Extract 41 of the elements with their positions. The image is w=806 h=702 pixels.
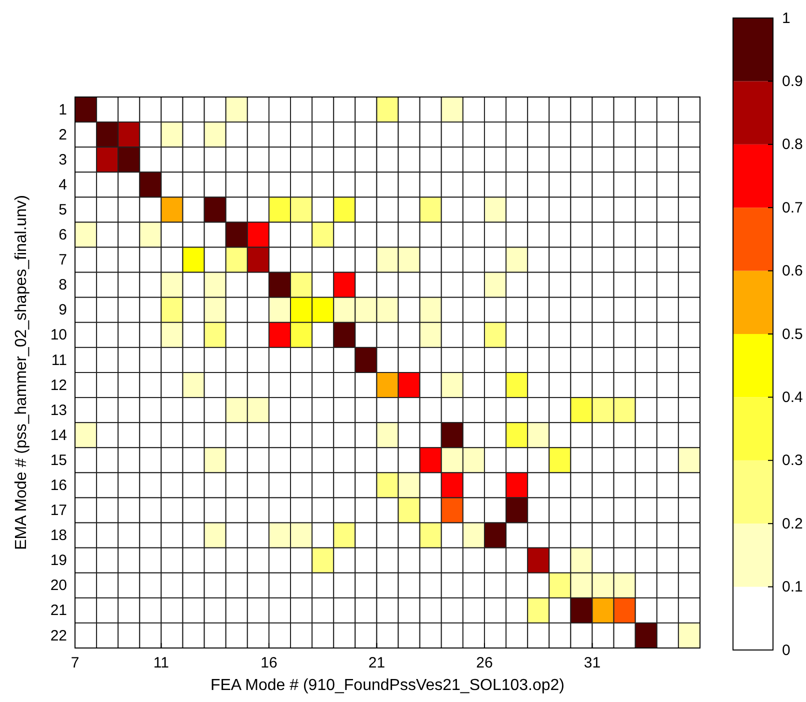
y-tick-label: 6	[58, 226, 67, 244]
y-tick-label: 21	[50, 602, 67, 620]
x-tick-label: 31	[584, 654, 601, 672]
color-bar-label: 0.3	[782, 452, 803, 470]
x-tick-label: 26	[476, 654, 493, 672]
color-bar-label: 1	[782, 10, 790, 27]
x-tick-label: 21	[368, 654, 386, 672]
y-tick-label: 8	[58, 276, 67, 294]
y-tick-label: 5	[58, 202, 67, 219]
y-tick-label: 15	[50, 452, 67, 469]
x-axis-title: FEA Mode # (910_FoundPssVes21_SOL103.op2)	[210, 677, 565, 694]
color-bar-label: 0.8	[782, 136, 803, 154]
y-tick-label: 11	[51, 352, 67, 369]
y-tick-label: 3	[58, 151, 67, 168]
y-tick-label: 9	[58, 302, 67, 319]
x-tick-label: 11	[153, 654, 169, 672]
y-tick-label: 12	[50, 376, 67, 394]
y-tick-label: 7	[58, 252, 67, 269]
color-bar-label: 0.9	[782, 73, 803, 90]
y-tick-label: 13	[50, 402, 67, 419]
y-tick-label: 20	[50, 577, 67, 594]
x-tick-label: 7	[70, 654, 80, 672]
color-bar-label: 0.4	[782, 389, 803, 406]
y-tick-label: 19	[50, 552, 67, 570]
y-tick-label: 10	[50, 326, 67, 344]
y-tick-label: 2	[58, 126, 67, 144]
y-tick-label: 18	[50, 527, 67, 544]
color-bar-label: 0.1	[782, 578, 803, 596]
y-tick-label: 17	[50, 502, 67, 520]
color-bar-label: 0.2	[782, 515, 803, 532]
color-bar-label: 0.7	[782, 199, 803, 216]
y-tick-label: 16	[50, 477, 67, 494]
y-tick-label: 14	[50, 426, 67, 444]
y-axis-title: EMA Mode # (pss_hammer_02_shapes_final.unv)	[13, 195, 30, 550]
y-tick-label: 22	[50, 627, 67, 644]
color-bar-label: 0	[782, 642, 790, 659]
y-tick-label: 1	[58, 101, 67, 118]
x-tick-label: 16	[260, 654, 278, 672]
y-tick-label: 4	[58, 176, 67, 194]
color-bar-label: 0.6	[782, 262, 803, 280]
color-bar-label: 0.5	[782, 326, 803, 343]
